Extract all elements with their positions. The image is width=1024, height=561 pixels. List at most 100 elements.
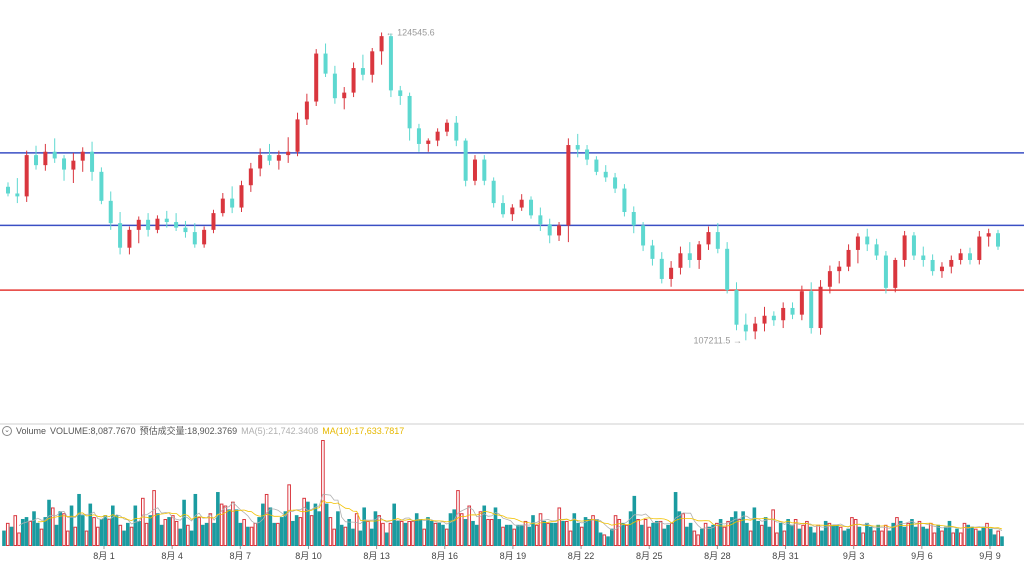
volume-bar [283,511,288,546]
candle [865,228,870,252]
volume-bar [917,520,922,546]
candle [762,306,767,332]
volume-bar [981,526,986,546]
volume-bar [39,528,44,546]
candle [267,143,272,166]
volume-bar [553,522,558,546]
volume-bar [234,509,239,546]
volume-bar [268,507,273,546]
volume-bar [820,530,824,546]
volume-bar [163,519,168,547]
volume-bar [433,522,438,547]
volume-bar [610,528,614,546]
volume-bar [797,528,802,546]
candle [725,242,730,294]
volume-bar [531,515,535,546]
volume-bar [189,530,194,546]
volume-bar [958,532,963,547]
candle [902,230,907,267]
volume-bar [332,528,336,546]
volume-bar [816,524,820,546]
candle [641,222,646,252]
volume-bar [925,528,929,546]
volume-bar [261,503,265,546]
volume-bar [992,534,997,546]
volume-bar [5,522,10,547]
volume-bar [167,517,171,546]
volume-bar [373,511,378,546]
volume-bar [9,526,14,546]
candle [687,242,692,268]
volume-bar [640,524,644,546]
volume-bar [906,522,911,547]
volume-bar [362,507,366,546]
candle [538,207,543,231]
volume-bar [685,526,689,546]
volume-bar [722,526,727,547]
candle [248,162,253,192]
candlestick-series [6,32,1000,341]
candle [146,213,151,237]
candle [491,177,496,208]
volume-bar [354,513,359,547]
volume-bar [718,519,723,546]
volume-bar [696,534,700,546]
x-tick-label: 8月 28 [704,551,731,561]
x-tick-label: 8月 7 [230,551,252,561]
candle [463,138,468,187]
volume-bar [831,524,835,546]
x-tick-label: 8月 4 [161,551,183,561]
volume-bar [43,517,48,546]
candle [650,239,655,266]
volume-bar [748,530,753,547]
volume-bar [977,530,982,546]
volume-bar [92,517,96,546]
volume-bar [73,526,78,547]
volume-bar [666,524,670,546]
volume-bar [579,526,584,547]
volume-bar [628,511,633,546]
volume-bar [24,517,29,546]
candle [71,152,76,183]
candle [510,204,515,221]
volume-bar [388,522,393,547]
candle [743,313,748,341]
volume-bar [197,517,201,546]
candle [6,182,10,197]
candle [323,43,328,77]
volume-bar [103,515,108,546]
volume-bar [452,509,457,546]
volume-bar [141,497,145,546]
volume-bar [58,511,63,546]
candle [407,92,412,141]
volume-bar [122,530,126,546]
volume-bar [20,519,25,546]
volume-bar [156,513,160,546]
collapse-chevron-icon[interactable]: ⌄ [2,426,12,436]
volume-bar [760,524,764,546]
volume-bar [730,517,734,546]
volume-bar [257,517,261,546]
volume-bar [459,513,464,547]
volume-bar [317,511,321,546]
volume-bar [613,515,618,546]
volume-bar [1000,536,1004,546]
volume-bar [208,513,213,547]
volume-bar [302,497,306,546]
volume-bar [966,524,971,546]
volume-bar [399,520,404,546]
volume-bar [703,522,708,547]
volume-bar [174,520,179,546]
candle [155,215,160,234]
candle [818,280,823,335]
ma10-line [37,500,1003,530]
candle [24,150,29,202]
candle [332,65,337,104]
candle [174,213,179,231]
x-tick-label: 9月 6 [911,551,933,561]
volume-bar [951,532,956,547]
volume-bar [913,526,918,546]
volume-bar [369,528,374,546]
volume-bar [343,526,348,547]
